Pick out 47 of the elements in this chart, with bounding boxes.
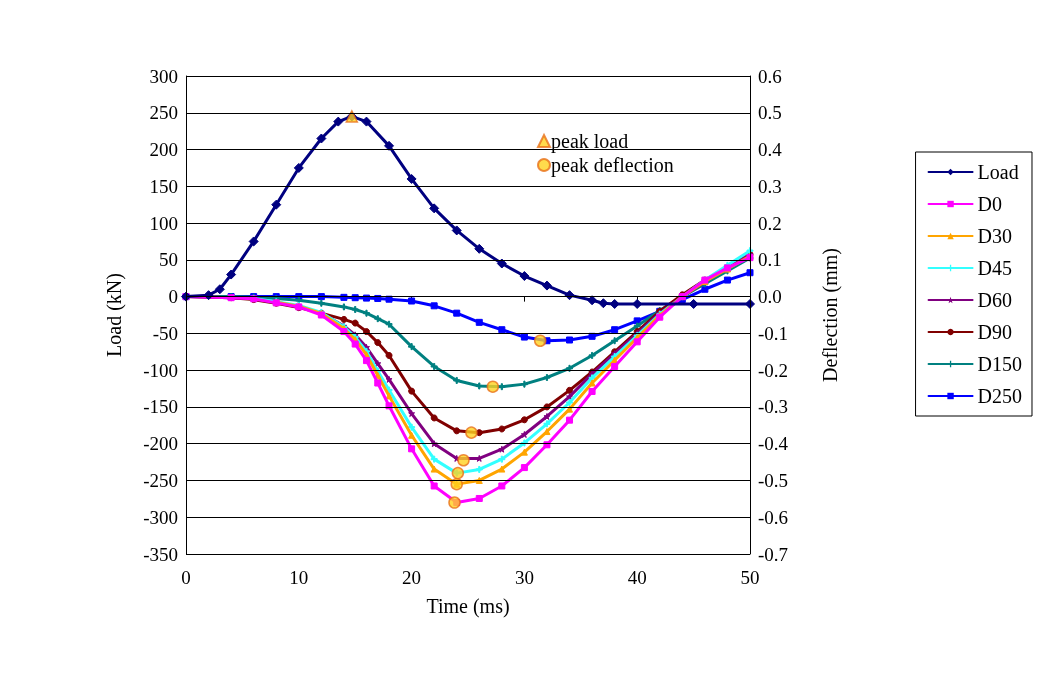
y2-tick-label: 0.1 <box>758 249 782 271</box>
x-tick-label: 10 <box>289 567 309 588</box>
y-tick-label: -350 <box>143 543 178 565</box>
y2-tick-label: -0.4 <box>758 433 789 455</box>
legend-label: D45 <box>977 257 1013 279</box>
y-tick-label: -150 <box>143 396 178 418</box>
legend-label: D0 <box>977 193 1003 215</box>
y2-tick-label: 0.0 <box>758 286 782 308</box>
y2-tick-label: 0.6 <box>758 65 782 87</box>
y2-tick-label: 0.5 <box>758 102 782 124</box>
y2-tick-label: -0.7 <box>758 543 789 565</box>
legend-label: D60 <box>977 289 1013 311</box>
x-tick-label: 20 <box>402 567 422 588</box>
x-tick-label: 30 <box>514 567 534 588</box>
y2-tick-label: -0.1 <box>758 322 789 344</box>
y-tick-label: 100 <box>149 212 178 234</box>
y-tick-label: -50 <box>152 322 178 344</box>
y2-tick-label: -0.3 <box>758 396 789 418</box>
legend-label: D90 <box>977 321 1013 343</box>
legend-label: D150 <box>977 353 1023 375</box>
legend-label: D30 <box>977 225 1013 247</box>
y-tick-label: 250 <box>149 102 178 124</box>
y2-tick-label: 0.2 <box>758 212 782 234</box>
y-tick-label: 50 <box>159 249 178 271</box>
y-tick-label: -250 <box>143 469 178 491</box>
y2-axis-title: Deflection (mm) <box>819 248 842 382</box>
y-tick-label: -100 <box>143 359 178 381</box>
x-tick-label: 40 <box>627 567 647 588</box>
x-axis-title: Time (ms) <box>426 595 510 618</box>
x-tick-label: 0 <box>181 567 191 588</box>
y-tick-label: 300 <box>149 65 178 87</box>
legend-label: Load <box>977 161 1019 183</box>
y2-tick-label: -0.6 <box>758 506 789 528</box>
y2-tick-label: 0.4 <box>758 139 783 161</box>
y-tick-label: 200 <box>149 139 178 161</box>
y2-tick-label: -0.2 <box>758 359 789 381</box>
y-tick-label: 0 <box>168 286 178 308</box>
legend-label: peak load <box>551 130 629 153</box>
y-tick-label: 150 <box>149 175 178 197</box>
y2-tick-label: -0.5 <box>758 469 789 491</box>
y2-tick-label: 0.3 <box>758 175 782 197</box>
legend-label: peak deflection <box>551 154 674 177</box>
x-tick-label: 50 <box>740 567 760 588</box>
legend-label: D250 <box>977 385 1023 407</box>
y-tick-label: -300 <box>143 506 178 528</box>
y-axis-title: Load (kN) <box>103 273 126 357</box>
y-tick-label: -200 <box>143 433 178 455</box>
